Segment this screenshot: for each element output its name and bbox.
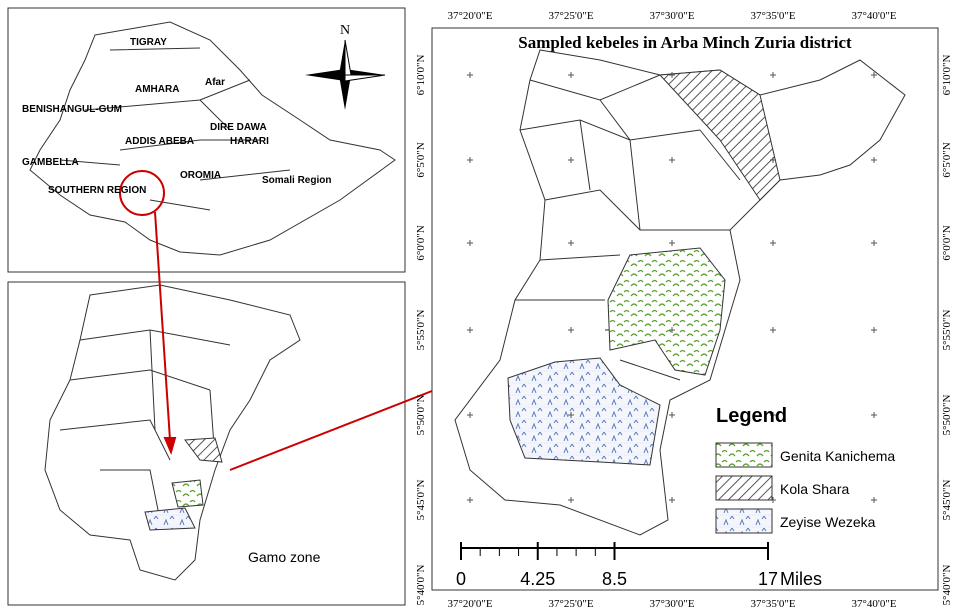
- cross: [770, 72, 776, 78]
- cross: [871, 72, 877, 78]
- cross: [871, 412, 877, 418]
- genita-small: [171, 479, 204, 508]
- scale-label: 0: [456, 569, 466, 589]
- legend-label: Genita Kanichema: [780, 448, 895, 464]
- lon-label-top: 37°30'0"E: [649, 10, 694, 22]
- region-label: HARARI: [230, 136, 269, 147]
- cross: [568, 157, 574, 163]
- lat-label-right: 5°50'0"N: [941, 395, 953, 436]
- cross: [669, 157, 675, 163]
- lon-label-bottom: 37°25'0"E: [548, 598, 593, 610]
- focus-circle: [119, 170, 165, 216]
- region-label: DIRE DAWA: [210, 122, 267, 133]
- cross: [770, 157, 776, 163]
- region-label: Afar: [205, 77, 225, 88]
- lat-label-right: 6°5'0"N: [941, 142, 953, 177]
- lat-label-left: 6°10'0"N: [415, 55, 427, 96]
- lat-label-left: 6°0'0"N: [415, 225, 427, 260]
- zone-borders: [59, 329, 231, 521]
- lon-label-bottom: 37°40'0"E: [851, 598, 896, 610]
- zeyise-small: [144, 507, 196, 531]
- lon-label-bottom: 37°20'0"E: [447, 598, 492, 610]
- cross: [669, 497, 675, 503]
- cross: [467, 240, 473, 246]
- kola-shara-small: [184, 437, 223, 463]
- lon-label-top: 37°20'0"E: [447, 10, 492, 22]
- region-label: TIGRAY: [130, 37, 167, 48]
- cross: [568, 240, 574, 246]
- cross: [467, 412, 473, 418]
- legend-label: Zeyise Wezeka: [780, 514, 876, 530]
- cross: [871, 240, 877, 246]
- lon-label-bottom: 37°35'0"E: [750, 598, 795, 610]
- region-labels: TIGRAY AMHARA Afar BENISHANGUL-GUM ADDIS ABE…: [22, 37, 331, 196]
- cross: [568, 412, 574, 418]
- lat-label-left: 5°40'0"N: [415, 565, 427, 606]
- legend-title: Legend: [716, 405, 787, 427]
- lon-label-top: 37°35'0"E: [750, 10, 795, 22]
- lat-label-left: 6°5'0"N: [415, 142, 427, 177]
- cross: [568, 327, 574, 333]
- cross: [770, 327, 776, 333]
- graticule: [467, 72, 877, 503]
- lat-label-right: 5°55'0"N: [941, 310, 953, 351]
- lat-label-right: 6°10'0"N: [941, 55, 953, 96]
- cross: [467, 72, 473, 78]
- cross: [770, 240, 776, 246]
- region-label: SOUTHERN REGION: [48, 185, 146, 196]
- cross: [669, 72, 675, 78]
- scale-label: 4.25: [520, 569, 555, 589]
- zeyise-wezeka: [507, 357, 661, 466]
- kola-shara: [658, 69, 781, 201]
- compass: [305, 39, 386, 110]
- legend-swatch: [715, 508, 773, 534]
- cross: [568, 72, 574, 78]
- scale-bar: 0 4.25 8.5 17 Miles: [456, 542, 822, 589]
- scale-label: 17: [758, 569, 778, 589]
- region-label: AMHARA: [135, 84, 179, 95]
- lat-label-right: 5°45'0"N: [941, 480, 953, 521]
- legend: Genita Kanichema Kola Shara Zeyise Wezeka: [715, 442, 895, 534]
- gamo-outline: [44, 284, 301, 581]
- lon-label-top: 37°25'0"E: [548, 10, 593, 22]
- cross: [871, 327, 877, 333]
- lat-label-right: 6°0'0"N: [941, 225, 953, 260]
- cross: [770, 412, 776, 418]
- cross: [871, 157, 877, 163]
- lat-label-right: 5°40'0"N: [941, 565, 953, 606]
- region-borders: [59, 47, 291, 211]
- cross: [568, 497, 574, 503]
- cross: [467, 327, 473, 333]
- zone-label: Gamo zone: [248, 549, 321, 565]
- region-label: GAMBELLA: [22, 157, 79, 168]
- cross: [871, 497, 877, 503]
- lon-label-top: 37°40'0"E: [851, 10, 896, 22]
- lat-label-left: 5°50'0"N: [415, 395, 427, 436]
- cross: [669, 240, 675, 246]
- coordinate-labels: 37°20'0"E 37°20'0"E 37°25'0"E 37°25'0"E 37°3…: [415, 10, 953, 610]
- lon-label-bottom: 37°30'0"E: [649, 598, 694, 610]
- region-label: Somali Region: [262, 175, 331, 186]
- cross: [467, 497, 473, 503]
- scale-unit: Miles: [780, 569, 822, 589]
- district-title: Sampled kebeles in Arba Minch Zuria dist…: [518, 33, 852, 52]
- legend-swatch: [715, 475, 773, 501]
- legend-label: Kola Shara: [780, 481, 849, 497]
- cross: [467, 157, 473, 163]
- cross: [669, 327, 675, 333]
- lat-label-left: 5°55'0"N: [415, 310, 427, 351]
- legend-swatch: [715, 442, 773, 468]
- region-label: BENISHANGUL-GUM: [22, 104, 122, 115]
- lat-label-left: 5°45'0"N: [415, 480, 427, 521]
- kebele-borders: [515, 74, 741, 381]
- region-label: OROMIA: [180, 170, 221, 181]
- scale-label: 8.5: [602, 569, 627, 589]
- genita-kanichema: [607, 247, 726, 376]
- region-label: ADDIS ABEBA: [125, 136, 194, 147]
- north-label: N: [340, 23, 350, 38]
- cross: [669, 412, 675, 418]
